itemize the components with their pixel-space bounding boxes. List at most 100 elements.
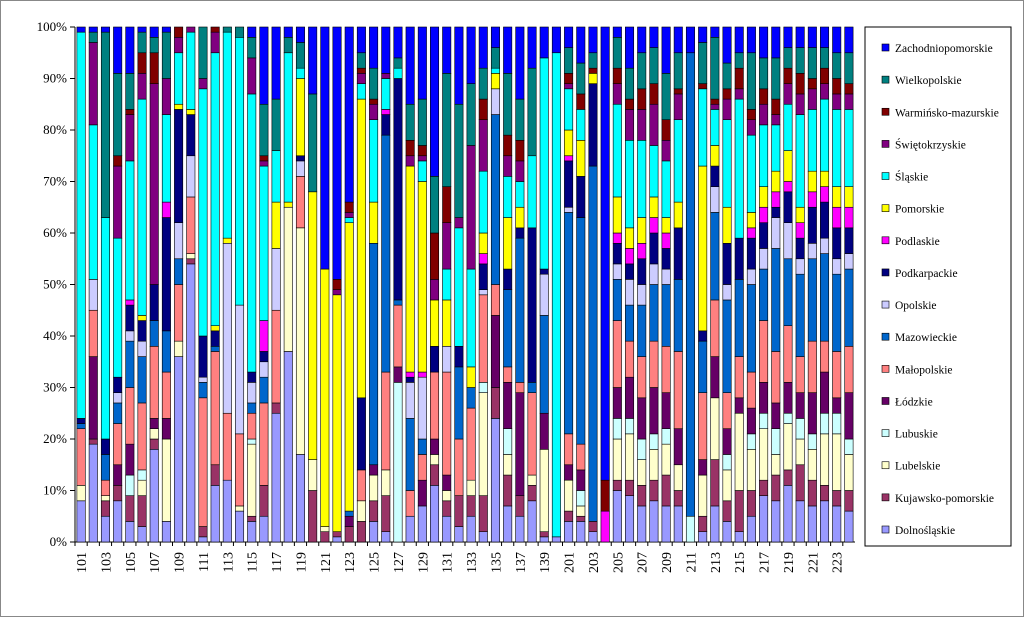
bar-segment bbox=[612, 243, 622, 265]
bar-segment bbox=[807, 78, 817, 90]
bar-segment bbox=[625, 279, 635, 306]
bar-segment bbox=[820, 485, 830, 502]
bar-segment bbox=[405, 140, 415, 157]
bar-segment bbox=[795, 258, 805, 275]
bar-segment bbox=[186, 109, 196, 115]
bar-segment bbox=[746, 371, 756, 409]
bar-segment bbox=[417, 155, 427, 162]
bar-segment bbox=[661, 217, 671, 234]
bar-segment bbox=[369, 521, 379, 543]
bar-segment bbox=[832, 109, 842, 187]
legend-label: Lubuskie bbox=[895, 429, 938, 441]
bar-segment bbox=[722, 243, 732, 285]
bar-segment bbox=[442, 490, 452, 502]
bar-segment bbox=[100, 495, 110, 502]
bar-segment bbox=[210, 345, 220, 352]
bar-segment bbox=[100, 479, 110, 496]
bar-segment bbox=[454, 438, 464, 496]
bar-segment bbox=[527, 392, 537, 476]
bar-segment bbox=[271, 248, 281, 311]
bar-segment bbox=[149, 418, 159, 429]
bar-segment bbox=[186, 114, 196, 157]
bar-segment bbox=[222, 412, 232, 481]
bar-segment bbox=[247, 26, 257, 38]
bar-segment bbox=[210, 485, 220, 543]
bar-segment bbox=[430, 454, 440, 466]
bar-segment bbox=[710, 397, 720, 460]
legend-swatch bbox=[881, 107, 890, 116]
bar-segment bbox=[503, 176, 513, 218]
bar-segment bbox=[734, 52, 744, 69]
bar-segment bbox=[734, 531, 744, 543]
bar-segment bbox=[369, 98, 379, 105]
bar-segment bbox=[807, 392, 817, 435]
bar-segment bbox=[125, 114, 135, 162]
bar-segment bbox=[235, 36, 245, 306]
x-tick-label: 209 bbox=[660, 552, 675, 573]
bar-segment bbox=[113, 464, 123, 486]
x-tick-label: 117 bbox=[270, 552, 285, 572]
bar-segment bbox=[405, 155, 415, 167]
bar-segment bbox=[88, 356, 98, 440]
y-tick-label: 70% bbox=[43, 174, 67, 189]
bar-segment bbox=[771, 124, 781, 172]
bar-segment bbox=[722, 454, 732, 471]
bar-segment bbox=[698, 531, 708, 543]
x-tick-label: 215 bbox=[733, 552, 748, 573]
bar-segment bbox=[381, 371, 391, 471]
bar-segment bbox=[698, 474, 708, 517]
bar-segment bbox=[76, 423, 86, 429]
bar-segment bbox=[466, 387, 476, 409]
bar-segment bbox=[649, 103, 659, 146]
bar-segment bbox=[222, 237, 232, 244]
bar-segment bbox=[137, 526, 147, 543]
bar-segment bbox=[137, 31, 147, 54]
bar-segment bbox=[527, 500, 537, 543]
bar-segment bbox=[283, 26, 293, 38]
bar-segment bbox=[198, 382, 208, 399]
bar-segment bbox=[161, 31, 171, 79]
bar-segment bbox=[649, 232, 659, 265]
bar-segment bbox=[539, 273, 549, 316]
x-tick-label: 139 bbox=[538, 552, 553, 573]
bar-segment bbox=[198, 335, 208, 378]
bar-segment bbox=[344, 526, 354, 543]
bar-segment bbox=[637, 109, 647, 141]
bar-segment bbox=[759, 479, 769, 496]
bar-segment bbox=[369, 500, 379, 522]
bar-segment bbox=[625, 263, 635, 280]
bar-segment bbox=[186, 258, 196, 265]
x-tick-label: 115 bbox=[246, 552, 261, 572]
bar-segment bbox=[393, 382, 403, 543]
bar-segment bbox=[161, 330, 171, 373]
bar-segment bbox=[76, 418, 86, 424]
legend-swatch bbox=[881, 268, 890, 277]
bar-segment bbox=[673, 464, 683, 491]
bar-segment bbox=[308, 191, 318, 460]
bar-segment bbox=[332, 279, 342, 290]
bar-segment bbox=[235, 433, 245, 507]
bar-segment bbox=[137, 26, 147, 33]
bar-segment bbox=[405, 103, 415, 141]
bar-segment bbox=[259, 103, 269, 157]
bar-segment bbox=[722, 500, 732, 522]
bar-segment bbox=[600, 26, 610, 481]
bar-segment bbox=[649, 47, 659, 84]
bar-segment bbox=[612, 418, 622, 440]
bar-segment bbox=[125, 443, 135, 476]
bar-segment bbox=[442, 26, 452, 74]
bar-segment bbox=[430, 464, 440, 486]
bar-segment bbox=[612, 36, 622, 69]
bar-segment bbox=[417, 145, 427, 157]
bar-segment bbox=[369, 464, 379, 476]
bar-segment bbox=[625, 26, 635, 69]
y-tick-label: 90% bbox=[43, 71, 67, 86]
bar-segment bbox=[113, 500, 123, 543]
bar-segment bbox=[490, 88, 500, 115]
bar-segment bbox=[576, 469, 586, 491]
bar-segment bbox=[588, 67, 598, 74]
x-tick-label: 119 bbox=[294, 552, 309, 572]
bar-segment bbox=[698, 42, 708, 84]
bar-segment bbox=[588, 531, 598, 543]
bar-segment bbox=[308, 93, 318, 193]
